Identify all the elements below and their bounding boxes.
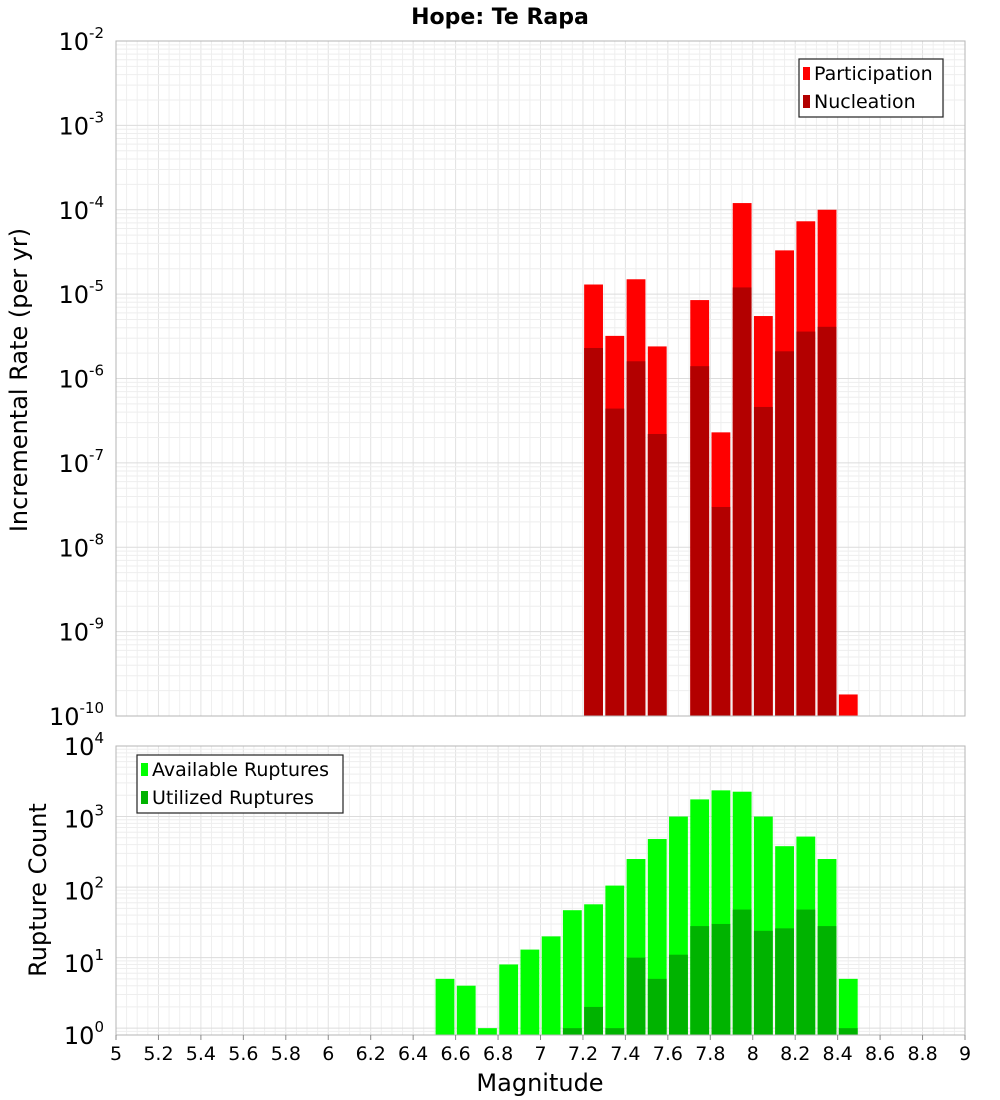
bottom-y-tick-label: 104 — [64, 729, 104, 761]
bottom-panel: 104 103 102 101 100 Available Ruptures Utilize… — [64, 729, 966, 1050]
top-gridlines — [115, 40, 966, 717]
top-bar-nucleation — [690, 366, 710, 716]
x-tick-label: 7 — [534, 1043, 546, 1065]
x-axis-label: Magnitude — [476, 1069, 603, 1097]
x-tick-label: 7.2 — [568, 1043, 598, 1065]
legend-label-utilized-ruptures: Utilized Ruptures — [152, 787, 314, 809]
top-y-tick-label: 10-7 — [58, 446, 104, 478]
bottom-bar-available-ruptures — [520, 949, 540, 1035]
top-y-tick-label: 10-9 — [58, 615, 104, 647]
bottom-bar-available-ruptures — [584, 904, 603, 1035]
top-bar-nucleation — [775, 351, 794, 716]
x-tick-label: 6.2 — [356, 1043, 386, 1065]
bottom-bar-utilized-ruptures — [838, 1028, 858, 1035]
bottom-bar-available-ruptures — [605, 885, 625, 1035]
top-y-tick-label: 10-4 — [58, 193, 104, 225]
top-bars — [584, 203, 858, 717]
top-y-tick-label: 10-2 — [58, 24, 104, 56]
bottom-legend: Available Ruptures Utilized Ruptures — [136, 754, 344, 814]
top-bar-nucleation — [584, 347, 603, 716]
x-tick-label: 5 — [110, 1043, 122, 1065]
top-y-axis-label: Incremental Rate (per yr) — [5, 228, 33, 532]
top-y-tick-label: 10-5 — [58, 277, 104, 309]
bottom-bar-utilized-ruptures — [690, 926, 710, 1035]
x-tick-label: 8 — [747, 1043, 759, 1065]
legend-swatch-participation — [803, 67, 810, 80]
x-tick-label: 6.6 — [440, 1043, 470, 1065]
top-bar-nucleation — [796, 331, 816, 716]
bottom-bar-utilized-ruptures — [605, 1028, 625, 1035]
bottom-legend-box — [136, 754, 344, 814]
bottom-bar-utilized-ruptures — [753, 930, 773, 1035]
bottom-bar-utilized-ruptures — [626, 957, 646, 1035]
bottom-bar-utilized-ruptures — [796, 909, 816, 1035]
top-panel: 10-2 10-3 10-4 10-5 10-6 10-7 10-8 10-9 10-10 Par… — [49, 24, 966, 731]
bottom-y-axis-label: Rupture Count — [24, 803, 52, 977]
x-tick-label: 8.8 — [907, 1043, 937, 1065]
bottom-y-tick-labels: 104 103 102 101 100 — [64, 729, 104, 1050]
top-bar-nucleation — [626, 361, 646, 716]
bottom-bar-utilized-ruptures — [711, 923, 731, 1035]
bottom-bar-utilized-ruptures — [669, 954, 688, 1035]
legend-swatch-utilized-ruptures — [141, 791, 148, 804]
x-tick-label: 7.6 — [653, 1043, 683, 1065]
top-bar-nucleation — [711, 506, 731, 716]
bottom-y-tick-label: 103 — [64, 801, 104, 833]
bottom-bar-available-ruptures — [435, 978, 455, 1035]
x-tick-label: 7.8 — [695, 1043, 725, 1065]
top-bar-nucleation — [817, 326, 837, 716]
top-bar-participation — [838, 694, 858, 716]
top-y-tick-labels: 10-2 10-3 10-4 10-5 10-6 10-7 10-8 10-9 10-10 — [49, 24, 104, 731]
top-plot-border — [115, 40, 966, 717]
bottom-bar-available-ruptures — [456, 985, 476, 1035]
bottom-bar-available-ruptures — [838, 978, 858, 1035]
legend-label-nucleation: Nucleation — [814, 91, 916, 113]
bottom-bar-utilized-ruptures — [775, 928, 794, 1035]
top-y-tick-label: 10-3 — [58, 108, 104, 140]
bottom-bar-utilized-ruptures — [584, 1006, 603, 1035]
top-bar-nucleation — [605, 408, 625, 716]
x-tick-label: 9 — [959, 1043, 971, 1065]
bottom-bar-available-ruptures — [499, 964, 519, 1035]
top-y-tick-label: 10-10 — [49, 699, 104, 731]
x-tick-label: 8.4 — [823, 1043, 853, 1065]
bottom-y-tick-label: 101 — [64, 946, 104, 978]
bottom-y-tick-label: 102 — [64, 874, 104, 906]
x-tick-label: 6.8 — [483, 1043, 513, 1065]
bottom-bar-available-ruptures — [541, 936, 561, 1035]
x-tick-label: 5.6 — [228, 1043, 258, 1065]
bottom-bar-available-ruptures — [562, 910, 582, 1035]
x-tick-label: 5.4 — [186, 1043, 216, 1065]
bottom-bar-available-ruptures — [478, 1028, 497, 1035]
x-tick-label: 6.4 — [398, 1043, 428, 1065]
bottom-bar-utilized-ruptures — [562, 1028, 582, 1035]
chart-title: Hope: Te Rapa — [411, 5, 589, 30]
legend-swatch-nucleation — [803, 95, 810, 108]
x-tick-label: 5.2 — [143, 1043, 173, 1065]
legend-label-participation: Participation — [814, 63, 933, 85]
bottom-bars — [435, 790, 858, 1035]
legend-swatch-available-ruptures — [141, 763, 148, 776]
bottom-bar-utilized-ruptures — [732, 909, 752, 1035]
top-legend: Participation Nucleation — [798, 58, 944, 118]
top-legend-box — [798, 58, 944, 118]
x-axis: 5 5.2 5.4 5.6 5.8 6 6.2 6.4 6.6 6.8 7 7.2 7.4 7.6 7.8 8… — [110, 1035, 971, 1065]
x-tick-label: 6 — [322, 1043, 334, 1065]
top-bar-nucleation — [647, 433, 667, 716]
bottom-bar-utilized-ruptures — [817, 926, 837, 1035]
x-tick-label: 8.2 — [780, 1043, 810, 1065]
legend-label-available-ruptures: Available Ruptures — [152, 759, 329, 781]
top-bar-nucleation — [753, 406, 773, 716]
top-y-tick-label: 10-6 — [58, 362, 104, 394]
top-bar-nucleation — [732, 287, 752, 716]
x-tick-label: 8.6 — [865, 1043, 895, 1065]
x-tick-label: 5.8 — [271, 1043, 301, 1065]
x-tick-label: 7.4 — [610, 1043, 640, 1065]
top-y-tick-label: 10-8 — [58, 530, 104, 562]
bottom-bar-utilized-ruptures — [647, 978, 667, 1035]
bottom-y-tick-label: 100 — [64, 1018, 104, 1050]
